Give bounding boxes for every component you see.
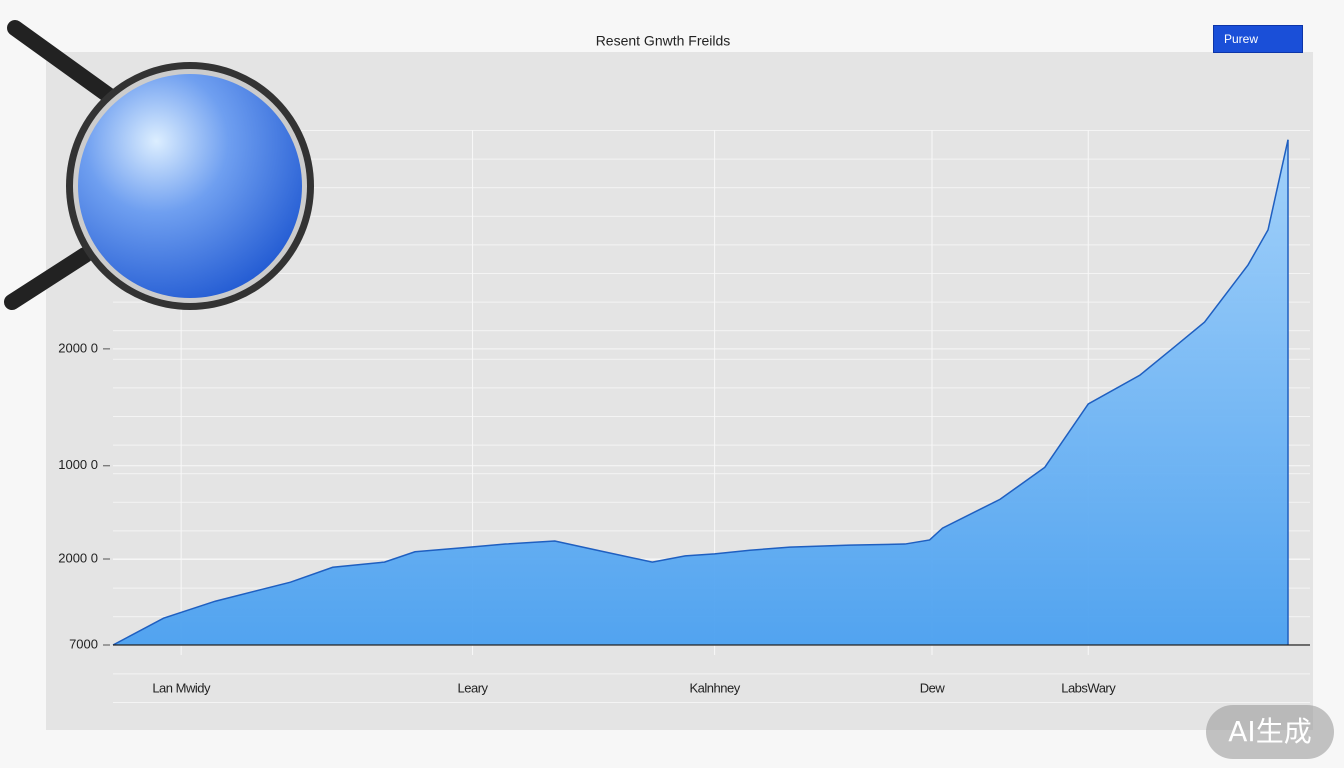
magnifier — [4, 20, 314, 310]
x-tick-label: Kalnhney — [689, 680, 740, 695]
area — [113, 139, 1288, 645]
button[interactable]: Purew — [1213, 25, 1303, 53]
x-tick-label: Leary — [458, 680, 489, 695]
x-tick-label: LabsWary — [1061, 680, 1116, 695]
y-tick-label: 2000 0 — [58, 340, 98, 355]
y-tick-label: 7000 — [69, 636, 98, 651]
chart-title: Resent Gnwth Freilds — [596, 33, 731, 49]
watermark: AI生成 — [1206, 705, 1334, 759]
x-tick-label: Lan Mwidy — [152, 680, 211, 695]
y-tick-label: 2000 0 — [58, 550, 98, 565]
line — [112, 139, 1289, 646]
y-tick-label: 1000 0 — [58, 457, 98, 472]
x-tick-label: Dew — [920, 680, 946, 695]
